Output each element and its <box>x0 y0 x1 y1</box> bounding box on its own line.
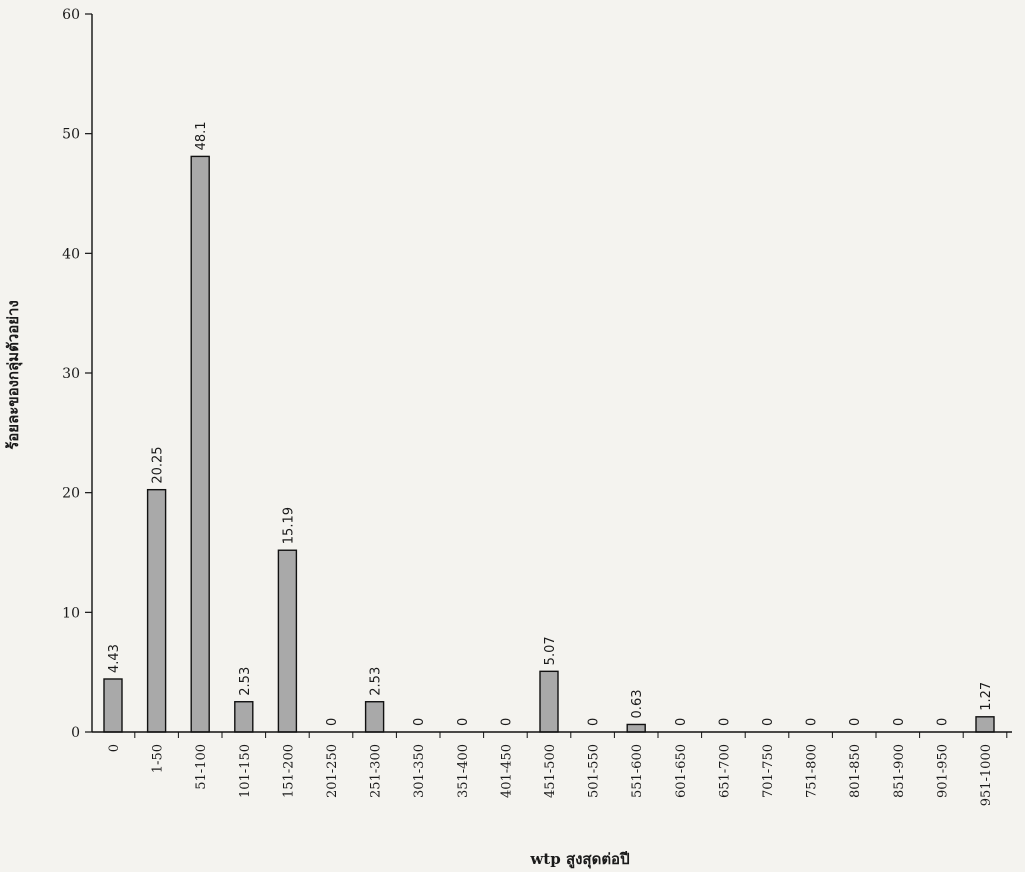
x-tick-label: 301-350 <box>412 744 427 798</box>
y-tick-label: 40 <box>62 246 80 262</box>
bar <box>146 488 167 733</box>
x-tick-label: 201-250 <box>325 744 340 798</box>
x-tick-label: 0 <box>107 744 122 752</box>
bar <box>975 716 995 733</box>
data-label: 1.27 <box>979 682 994 711</box>
bar <box>626 723 646 733</box>
y-tick-label: 20 <box>62 486 80 502</box>
data-label: 4.43 <box>107 644 122 673</box>
data-labels: 4.43 20.25 48.1 2.53 15.19 0 2.53 0 0 0 5.07 0 0.63 0… <box>107 121 994 726</box>
bar <box>539 670 559 733</box>
x-tick-label: 551-600 <box>630 744 645 798</box>
x-tick-label: 351-400 <box>456 744 471 798</box>
data-label: 0 <box>456 718 471 726</box>
x-tick-label: 451-500 <box>543 744 558 798</box>
bar <box>190 155 210 733</box>
data-label: 0 <box>325 718 340 726</box>
data-label: 48.1 <box>194 121 209 150</box>
data-label: 0 <box>805 718 820 726</box>
bar <box>234 701 254 733</box>
y-tick-label: 30 <box>62 366 80 382</box>
data-label: 2.53 <box>369 667 384 696</box>
x-tick-label: 501-550 <box>587 744 602 798</box>
x-tick-label: 101-150 <box>238 744 253 798</box>
data-label: 20.25 <box>151 446 166 483</box>
data-label: 0 <box>587 718 602 726</box>
x-tick-label: 651-700 <box>717 744 732 798</box>
x-tick-label: 51-100 <box>194 744 209 790</box>
bar <box>277 549 298 733</box>
y-tick-label: 0 <box>71 725 80 741</box>
x-tick-label: 901-950 <box>935 744 950 798</box>
data-label: 0 <box>935 718 950 726</box>
y-tick-label: 60 <box>62 7 80 23</box>
data-label: 0 <box>412 718 427 726</box>
x-tick-label: 751-800 <box>805 744 820 798</box>
x-axis: 0 1-50 51-100 101-150 151-200 201-250 251-300 3… <box>92 731 1012 806</box>
y-tick-label: 10 <box>62 605 80 621</box>
y-axis: 0 10 20 30 40 50 60 <box>62 7 93 741</box>
y-axis-title: ร้อยละของกลุ่มตัวอย่าง <box>4 300 23 450</box>
y-tick-label: 50 <box>62 127 80 143</box>
x-tick-label: 951-1000 <box>979 744 994 806</box>
data-label: 0 <box>717 718 732 726</box>
x-tick-label: 401-450 <box>499 744 514 798</box>
bar <box>364 701 385 733</box>
x-tick-label: 701-750 <box>761 744 776 798</box>
data-label: 0 <box>761 718 776 726</box>
data-label: 15.19 <box>281 507 296 544</box>
data-label: 0 <box>499 718 514 726</box>
x-tick-label: 801-850 <box>848 744 863 798</box>
x-tick-label: 1-50 <box>151 744 166 773</box>
data-label: 5.07 <box>543 636 558 665</box>
x-tick-label: 251-300 <box>369 744 384 798</box>
x-axis-title: wtp สูงสุดต่อปี <box>529 850 629 869</box>
data-label: 2.53 <box>238 667 253 696</box>
data-label: 0.63 <box>630 690 645 719</box>
data-label: 0 <box>848 718 863 726</box>
x-tick-label: 151-200 <box>281 744 296 798</box>
x-tick-label: 851-900 <box>892 744 907 798</box>
data-label: 0 <box>892 718 907 726</box>
bar <box>103 678 123 733</box>
data-label: 0 <box>674 718 689 726</box>
x-tick-label: 601-650 <box>674 744 689 798</box>
